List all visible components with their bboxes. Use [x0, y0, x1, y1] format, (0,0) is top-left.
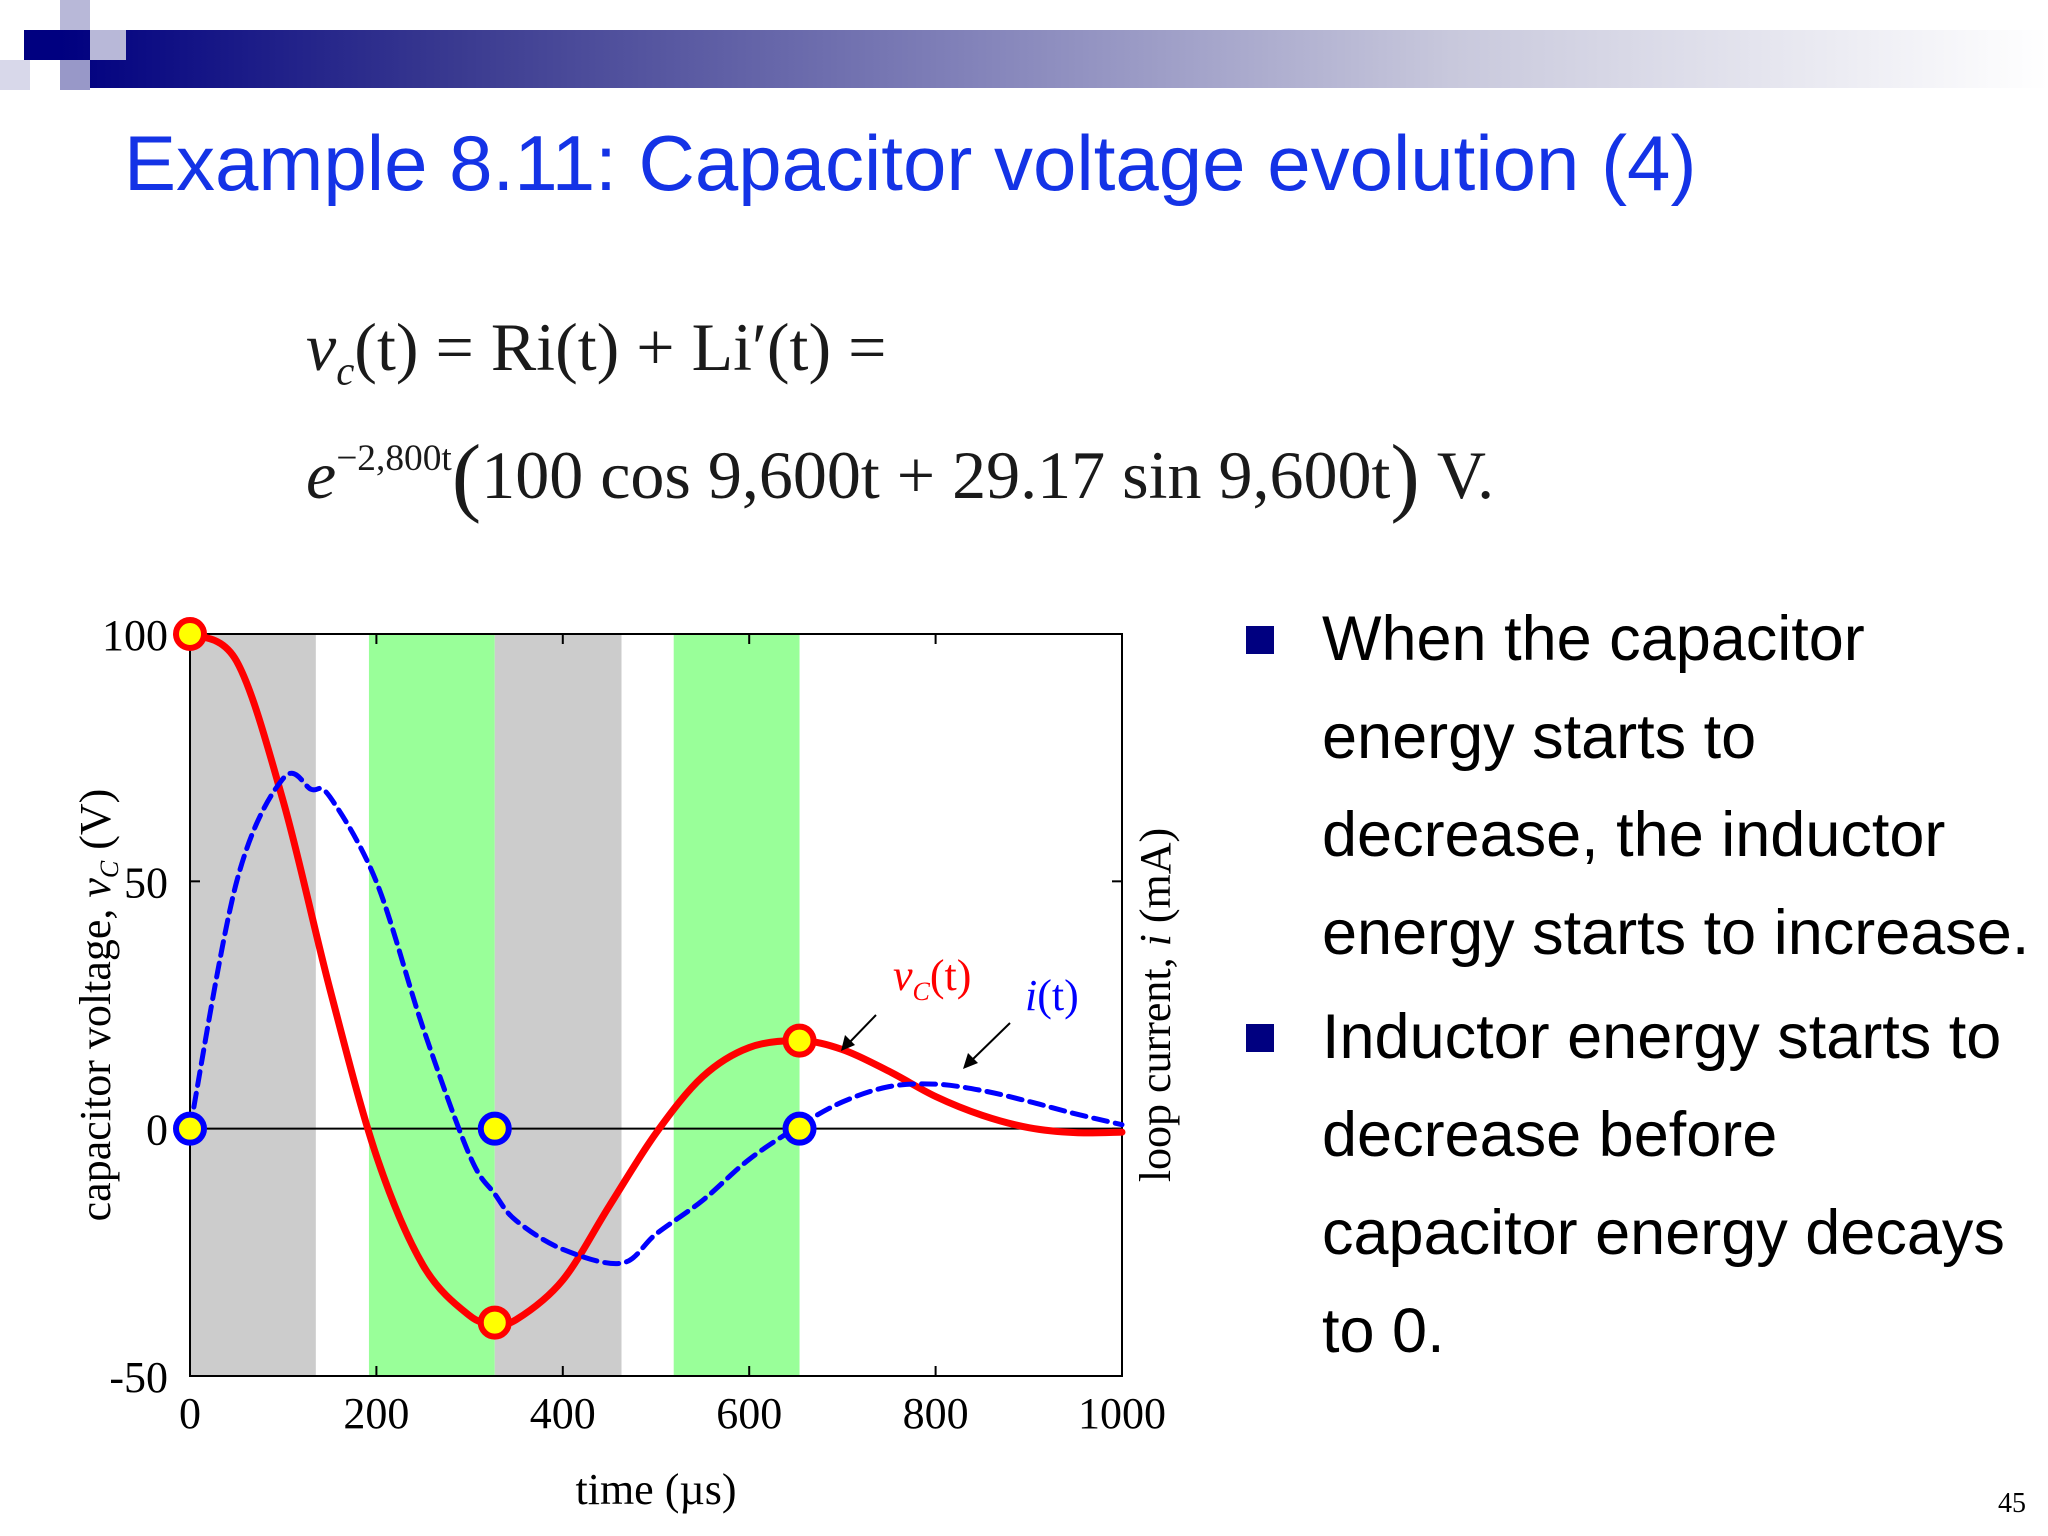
i-series-line	[187, 770, 1125, 1267]
slide-number: 45	[1998, 1488, 2026, 1519]
i-marker-point	[782, 1111, 817, 1146]
square-bullet-icon	[1246, 626, 1274, 654]
vc-arrowhead	[841, 1035, 855, 1051]
i-arrowhead	[963, 1053, 978, 1069]
vc-series-line	[186, 630, 1126, 1328]
bullet-item: Inductor energy starts to decrease befor…	[1240, 988, 2030, 1380]
bullet-list: When the capacitor energy starts to decr…	[1240, 590, 2030, 1382]
equation-v-subscript: c	[336, 348, 355, 394]
equation-v: v	[306, 309, 337, 385]
header-decoration-square	[0, 60, 30, 90]
y-tick-label: -50	[109, 1353, 168, 1402]
vc-label-arrow	[846, 1014, 877, 1046]
i-series-label: i(t)	[1025, 971, 1079, 1020]
y-tick-label: 100	[102, 611, 168, 660]
x-tick-label: 400	[530, 1389, 596, 1438]
header-decoration-square	[24, 30, 60, 60]
square-bullet-icon	[1246, 1024, 1274, 1052]
equation-unit: V.	[1436, 436, 1495, 513]
x-tick-label: 800	[903, 1389, 969, 1438]
equation-exponent: −2,800t	[336, 437, 452, 479]
equation-line-2: e−2,800t(100 cos 9,600t + 29.17 sin 9,60…	[306, 425, 1494, 527]
equation-line-1-rest: (t) = Ri(t) + Li′(t) =	[354, 309, 887, 385]
equation-close-paren: )	[1390, 427, 1420, 525]
shaded-region-3	[673, 634, 800, 1376]
y-tick-label: 50	[124, 858, 168, 907]
header-decoration-square	[60, 0, 90, 30]
bullet-text: Inductor energy starts to decrease befor…	[1322, 1002, 2005, 1366]
header-decoration-square	[60, 60, 90, 90]
vc-marker-point	[477, 1305, 512, 1340]
y-tick-label: 0	[146, 1106, 168, 1155]
x-tick-label: 0	[179, 1389, 201, 1438]
equation-exp-base: e	[306, 436, 337, 513]
left-y-axis-label: capacitor voltage, vC (V)	[71, 789, 124, 1222]
plot-frame	[189, 633, 1123, 1377]
vc-series-label: vC(t)	[893, 951, 971, 1006]
x-tick-label: 200	[343, 1389, 409, 1438]
x-tick-label: 600	[716, 1389, 782, 1438]
header-decoration-square	[90, 30, 126, 60]
shaded-region-1	[368, 634, 495, 1376]
bullet-text: When the capacitor energy starts to decr…	[1322, 604, 2030, 968]
equation-line-1: vc(t) = Ri(t) + Li′(t) =	[306, 308, 886, 394]
header-gradient-band	[60, 30, 2048, 88]
shaded-region-2	[494, 634, 622, 1376]
i-marker-point	[477, 1111, 512, 1146]
equation-body: 100 cos 9,600t + 29.17 sin 9,600t	[481, 436, 1391, 513]
slide-title: Example 8.11: Capacitor voltage evolutio…	[124, 119, 1697, 207]
x-tick-label: 1000	[1078, 1389, 1166, 1438]
series-layer	[186, 630, 1126, 1328]
x-axis-label: time (µs)	[576, 1465, 737, 1514]
i-label-arrow	[971, 1022, 1011, 1061]
equation-open-paren: (	[451, 427, 482, 525]
shaded-regions	[190, 634, 800, 1376]
right-y-axis-label: loop current, i (mA)	[1131, 828, 1180, 1182]
bullet-item: When the capacitor energy starts to decr…	[1240, 590, 2030, 982]
markers-layer	[173, 617, 817, 1340]
vc-marker-point	[782, 1023, 817, 1058]
i-marker-point	[173, 1111, 207, 1146]
shaded-region-0	[190, 634, 316, 1376]
vc-marker-point	[173, 617, 207, 651]
